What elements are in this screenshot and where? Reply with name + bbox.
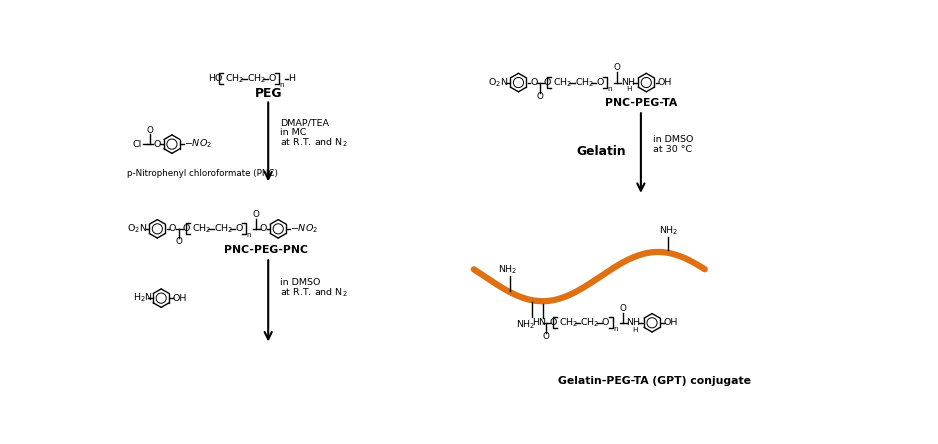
- Text: n: n: [280, 82, 284, 88]
- Text: CH$_2$: CH$_2$: [214, 222, 233, 235]
- Text: O: O: [619, 305, 627, 313]
- Text: O: O: [597, 78, 603, 87]
- Text: O: O: [175, 238, 182, 246]
- Text: at R.T. and N$_2$: at R.T. and N$_2$: [280, 286, 347, 299]
- Text: H$_2$N: H$_2$N: [132, 292, 153, 305]
- Text: O: O: [544, 78, 552, 87]
- Text: O: O: [169, 224, 176, 234]
- Text: $-NO_2$: $-NO_2$: [290, 222, 318, 235]
- Text: NH$_2$: NH$_2$: [516, 318, 536, 331]
- Text: PEG: PEG: [254, 87, 282, 100]
- Text: in DMSO: in DMSO: [280, 278, 320, 287]
- Text: HN: HN: [532, 318, 546, 327]
- Text: O$_2$N: O$_2$N: [489, 76, 508, 89]
- Text: O: O: [268, 74, 276, 83]
- Text: at 30 °C: at 30 °C: [653, 145, 692, 154]
- Text: O: O: [146, 126, 153, 135]
- Text: at R.T. and N$_2$: at R.T. and N$_2$: [280, 136, 347, 149]
- Text: O: O: [235, 224, 242, 234]
- Text: NH$_2$: NH$_2$: [498, 264, 518, 276]
- Text: CH$_2$: CH$_2$: [575, 76, 594, 89]
- Text: NH: NH: [627, 318, 641, 327]
- Text: O: O: [550, 318, 557, 327]
- Text: NH$_2$: NH$_2$: [658, 225, 678, 237]
- Text: O: O: [537, 92, 543, 101]
- Text: O: O: [542, 332, 550, 341]
- Text: O: O: [154, 140, 160, 149]
- Text: n: n: [247, 232, 251, 238]
- Text: PNC-PEG-TA: PNC-PEG-TA: [605, 98, 677, 108]
- Text: Gelatin-PEG-TA (GPT) conjugate: Gelatin-PEG-TA (GPT) conjugate: [558, 376, 751, 385]
- Text: H: H: [632, 327, 638, 333]
- Text: HO: HO: [207, 74, 222, 83]
- Text: OH: OH: [658, 78, 673, 87]
- Text: O: O: [602, 318, 610, 327]
- Text: O: O: [530, 78, 537, 87]
- Text: OH: OH: [173, 293, 187, 303]
- Text: CH$_2$: CH$_2$: [559, 317, 578, 329]
- Text: CH$_2$: CH$_2$: [225, 72, 245, 85]
- Text: H: H: [627, 87, 632, 92]
- Text: O: O: [183, 224, 190, 234]
- Text: Gelatin: Gelatin: [576, 145, 626, 159]
- Text: in MC: in MC: [280, 128, 306, 137]
- Text: H: H: [288, 74, 295, 83]
- Text: NH: NH: [621, 78, 635, 87]
- Text: OH: OH: [663, 318, 678, 327]
- Text: Cl: Cl: [132, 140, 142, 149]
- Text: n: n: [613, 326, 618, 332]
- Text: O$_2$N: O$_2$N: [128, 222, 147, 235]
- Text: PNC-PEG-PNC: PNC-PEG-PNC: [224, 246, 308, 255]
- Text: $-NO_2$: $-NO_2$: [184, 138, 212, 151]
- Text: CH$_2$: CH$_2$: [581, 317, 599, 329]
- Text: CH$_2$: CH$_2$: [553, 76, 572, 89]
- Text: CH$_2$: CH$_2$: [247, 72, 266, 85]
- Text: O: O: [260, 224, 267, 234]
- Text: O: O: [613, 63, 620, 72]
- Text: DMAP/TEA: DMAP/TEA: [280, 118, 328, 127]
- Text: p-Nitrophenyl chloroformate (PNC): p-Nitrophenyl chloroformate (PNC): [128, 169, 279, 178]
- Text: n: n: [608, 86, 613, 92]
- Text: O: O: [252, 210, 259, 219]
- Text: in DMSO: in DMSO: [653, 135, 693, 144]
- Text: CH$_2$: CH$_2$: [192, 222, 211, 235]
